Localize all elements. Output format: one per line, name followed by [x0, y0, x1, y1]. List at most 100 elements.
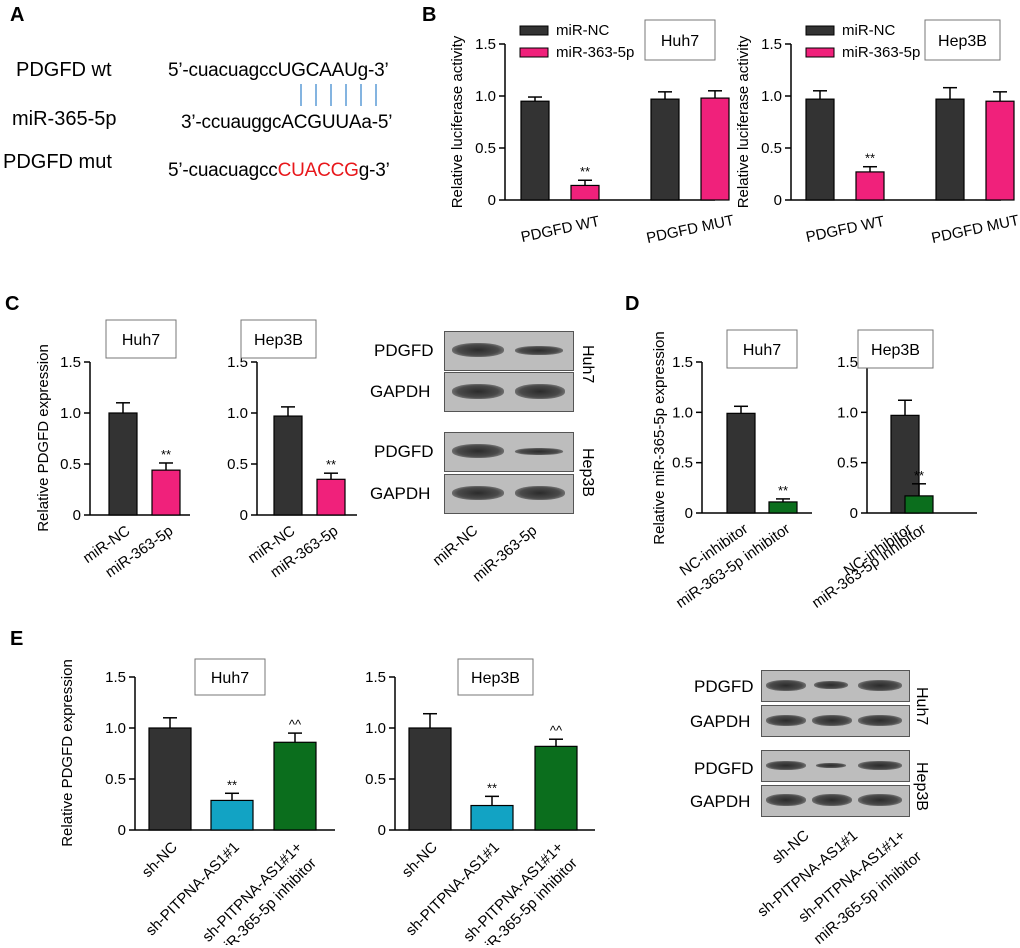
y-tick-label: 1.0 [761, 88, 782, 105]
bar [273, 741, 317, 831]
bar [470, 804, 514, 831]
bar [520, 100, 550, 201]
bar [726, 412, 756, 514]
blot-band [515, 383, 565, 399]
significance-mark: ** [326, 457, 336, 472]
seq-wt-core: UGCAAU [277, 60, 358, 81]
panel-letter-b: B [422, 4, 437, 26]
blot-e-row-label: GAPDH [690, 712, 751, 731]
bar [935, 98, 965, 201]
blot-band [515, 345, 563, 355]
blot-band [816, 762, 846, 768]
chart-title: Hep3B [871, 342, 920, 359]
bar [316, 478, 346, 516]
significance-mark: ** [161, 447, 171, 462]
x-category-label: sh-NC [139, 839, 181, 881]
significance-mark: ^^ [550, 723, 563, 738]
chart-b-hep3b: 0 0.5 1.0 1.5 Hep3B Relative luciferase activ… [735, 19, 1020, 247]
seq-mir-core: ACGUUA [281, 112, 362, 133]
y-tick-label: 0.5 [672, 455, 693, 472]
blot-e-row-label: GAPDH [690, 792, 751, 811]
blot-band [515, 447, 563, 455]
y-tick-label: 1.5 [837, 354, 858, 371]
bar [148, 727, 192, 831]
panel-letter-a: A [10, 4, 25, 26]
bar [768, 501, 798, 514]
seq-mir-suffix: a-5’ [361, 112, 393, 133]
bar [904, 495, 934, 514]
bar [534, 745, 578, 831]
y-tick-label: 0.5 [761, 140, 782, 157]
blot-c-row-label: GAPDH [370, 382, 431, 401]
y-tick-label: 1.5 [761, 36, 782, 53]
blot-c-group-label: Hep3B [579, 448, 596, 497]
y-tick-label: 1.5 [105, 669, 126, 686]
bar [210, 799, 254, 831]
y-tick-label: 0.5 [475, 140, 496, 157]
blot-band [858, 794, 902, 806]
blot-e-row-label: PDGFD [694, 677, 754, 696]
y-tick-label: 1.0 [227, 405, 248, 422]
y-tick-label: 0 [73, 507, 81, 524]
chart-b-huh7: 0 0.5 1.0 1.5 Huh7 Relative luciferase activi… [449, 19, 736, 247]
seq-wt-prefix: 5’-cuacuagcc [168, 60, 278, 81]
chart-title: Huh7 [211, 670, 249, 687]
y-tick-label: 0.5 [365, 771, 386, 788]
y-axis-label: Relative PDGFD expression [35, 344, 52, 532]
bar [805, 98, 835, 201]
seq-label-mir: miR-365-5p [12, 108, 117, 130]
blot-e-row-label: PDGFD [694, 759, 754, 778]
x-category-label: miR-363-5p inhibitor [809, 520, 929, 611]
seq-mut-suffix: g-3’ [358, 160, 390, 181]
chart-title: Huh7 [122, 332, 160, 349]
chart-title: Huh7 [743, 342, 781, 359]
y-tick-label: 1.0 [105, 720, 126, 737]
x-category-label: PDGFD MUT [930, 212, 1020, 247]
legend-swatch [805, 47, 835, 58]
x-category-label: PDGFD WT [804, 213, 886, 246]
seq-label-wt: PDGFD wt [16, 59, 112, 81]
chart-title-box [194, 658, 266, 696]
chart-e-huh7: 0 0.5 1.0 1.5 Huh7 Relative PDGFD expression s… [59, 658, 335, 945]
bar [570, 184, 600, 201]
y-tick-label: 0.5 [227, 456, 248, 473]
y-tick-label: 1.5 [672, 354, 693, 371]
y-axis-label: Relative miR-365-5p expression [651, 331, 668, 544]
legend-swatch [519, 47, 549, 58]
chart-title-box [105, 319, 177, 359]
legend-label: miR-NC [842, 22, 895, 39]
y-tick-label: 0.5 [60, 456, 81, 473]
y-tick-label: 1.0 [837, 404, 858, 421]
significance-mark: ** [487, 780, 497, 795]
chart-title-box [726, 329, 798, 369]
blot-band [858, 679, 902, 691]
y-tick-label: 1.0 [60, 405, 81, 422]
seq-label-mut: PDGFD mut [3, 151, 112, 173]
x-category-label: PDGFD MUT [645, 212, 736, 247]
bar [855, 171, 885, 201]
y-tick-label: 1.5 [475, 36, 496, 53]
blot-band [452, 383, 504, 399]
y-tick-label: 1.5 [365, 669, 386, 686]
blot-e-group-label: Huh7 [913, 687, 930, 726]
blot-c-row-label: GAPDH [370, 484, 431, 503]
blot-band [452, 444, 504, 458]
blot-band [812, 794, 852, 806]
significance-mark: ** [865, 151, 875, 166]
significance-mark: ** [580, 164, 590, 179]
y-tick-label: 0 [774, 192, 782, 209]
chart-title-box [924, 19, 1001, 61]
significance-mark: ** [778, 483, 788, 498]
blot-band [452, 486, 504, 500]
blot-band [452, 343, 504, 357]
blot-band [515, 486, 565, 500]
panel-letter-e: E [10, 628, 24, 650]
blot-c-group-label: Huh7 [579, 345, 596, 384]
significance-mark: ** [227, 777, 237, 792]
blot-band [766, 760, 806, 770]
bar [650, 98, 680, 201]
legend-label: miR-NC [556, 22, 609, 39]
y-tick-label: 0 [850, 505, 858, 522]
